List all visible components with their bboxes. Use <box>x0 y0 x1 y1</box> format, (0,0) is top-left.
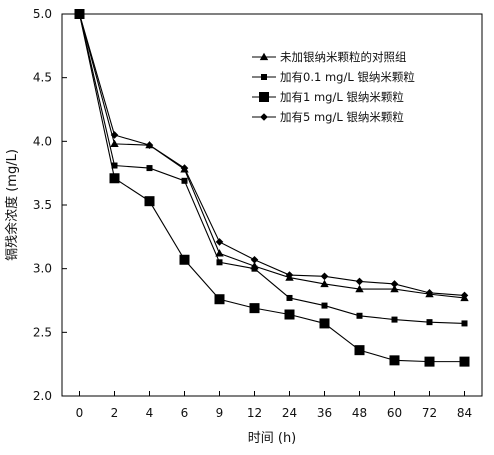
plot-frame <box>61 13 483 397</box>
data-point <box>146 165 153 172</box>
y-tick-label: 3.5 <box>33 198 52 212</box>
data-point <box>425 289 434 297</box>
data-point <box>181 177 188 184</box>
data-point <box>284 309 295 320</box>
series-line <box>78 13 465 296</box>
data-point <box>319 318 330 329</box>
data-point <box>355 284 364 293</box>
x-tick-label: 0 <box>76 406 84 420</box>
legend-label: 加有1 mg/L 银纳米颗粒 <box>280 90 404 104</box>
y-tick-label: 5.0 <box>33 7 52 21</box>
data-point <box>251 265 258 272</box>
legend-marker <box>260 113 268 121</box>
series-2 <box>76 11 468 327</box>
data-point <box>215 249 224 257</box>
y-tick-label: 4.0 <box>33 134 52 148</box>
x-tick-label: 48 <box>352 406 367 420</box>
y-tick-label: 4.5 <box>33 71 52 85</box>
data-point <box>249 303 260 314</box>
data-point <box>179 254 190 265</box>
y-tick-label: 3.0 <box>33 262 52 276</box>
data-point <box>391 316 398 323</box>
data-point <box>111 162 118 169</box>
data-point <box>320 272 329 281</box>
y-tick-label: 2.5 <box>33 325 52 339</box>
data-point <box>461 320 468 327</box>
data-point <box>424 356 435 367</box>
x-axis-label: 时间 (h) <box>248 431 297 446</box>
data-point <box>356 312 363 319</box>
x-tick-label: 6 <box>181 406 189 420</box>
legend-label: 加有5 mg/L 银纳米颗粒 <box>280 110 404 124</box>
data-point <box>321 302 328 309</box>
data-point <box>110 131 119 139</box>
data-point <box>250 255 259 264</box>
x-tick-label: 4 <box>146 406 154 420</box>
legend-item: 加有5 mg/L 银纳米颗粒 <box>252 110 404 124</box>
x-tick-label: 2 <box>111 406 119 420</box>
data-point <box>145 141 154 149</box>
data-point <box>216 259 223 266</box>
data-point <box>144 196 155 207</box>
series-line <box>78 13 465 363</box>
legend-item: 未加银纳米颗粒的对照组 <box>252 50 407 64</box>
series-3 <box>74 9 470 367</box>
data-point <box>426 319 433 326</box>
legend-marker <box>259 92 269 102</box>
data-point <box>285 271 294 279</box>
y-axis-label: 镉残余浓度 (mg/L) <box>4 149 20 261</box>
data-point <box>355 277 364 286</box>
y-tick-label: 2.0 <box>33 389 52 403</box>
x-tick-label: 36 <box>317 406 332 420</box>
series-layer <box>74 9 470 367</box>
legend-item: 加有0.1 mg/L 银纳米颗粒 <box>252 70 415 84</box>
data-point <box>214 294 225 305</box>
series-line <box>78 13 465 324</box>
data-point <box>389 355 400 366</box>
x-axis-ticks: 0 2 4 6 9 12 24 36 48 60 72 84 <box>76 391 472 420</box>
legend-item: 加有1 mg/L 银纳米颗粒 <box>252 90 404 104</box>
x-tick-label: 72 <box>422 406 437 420</box>
data-point <box>459 356 470 367</box>
x-tick-label: 9 <box>216 406 224 420</box>
data-point <box>110 139 119 148</box>
legend-marker <box>261 74 267 80</box>
data-point <box>180 164 189 172</box>
y-axis-ticks: 2.0 2.5 3.0 3.5 4.0 4.5 5.0 <box>33 7 67 403</box>
x-tick-label: 60 <box>387 406 402 420</box>
data-point <box>109 173 120 184</box>
data-point <box>320 279 329 288</box>
series-4 <box>75 10 469 300</box>
data-point <box>75 10 84 18</box>
data-point <box>390 280 399 288</box>
data-point <box>215 238 224 246</box>
legend-label: 加有0.1 mg/L 银纳米颗粒 <box>280 70 415 84</box>
x-tick-label: 24 <box>282 406 297 420</box>
x-tick-label: 12 <box>247 406 262 420</box>
series-line <box>78 13 465 299</box>
data-point <box>286 294 293 301</box>
x-tick-label: 84 <box>457 406 472 420</box>
series-1 <box>75 9 469 302</box>
legend-marker <box>259 52 269 61</box>
data-point <box>460 291 469 300</box>
legend-label: 未加银纳米颗粒的对照组 <box>280 50 407 64</box>
data-point <box>390 284 399 293</box>
data-point <box>354 345 365 356</box>
